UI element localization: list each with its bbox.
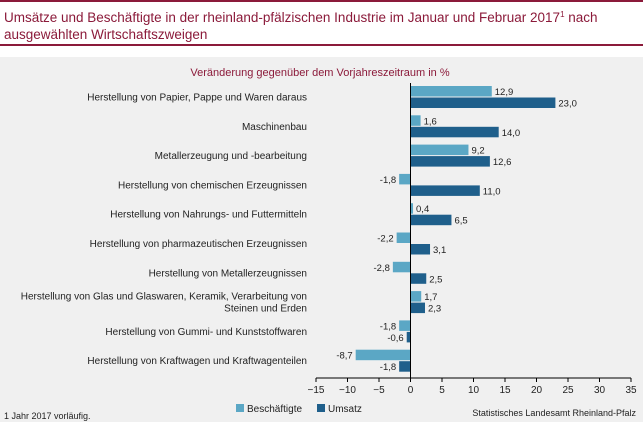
x-tick-label: 15	[499, 385, 511, 396]
data-label: 6,5	[454, 216, 467, 227]
chart-subtitle: Veränderung gegenüber dem Vorjahreszeitr…	[190, 67, 449, 79]
bar-umsatz	[410, 126, 499, 138]
title-main: Umsätze und Beschäftigte in der rheinlan…	[4, 10, 561, 25]
legend-label-umsatz: Umsatz	[328, 404, 362, 415]
data-label: 11,0	[483, 186, 501, 197]
bar-beschaeftigte	[392, 261, 411, 273]
x-tick-label: 0	[408, 385, 414, 396]
x-tick-label: 35	[625, 385, 637, 396]
legend-swatch-umsatz	[317, 404, 325, 412]
data-label: 2,3	[428, 304, 441, 315]
data-label: -1,8	[380, 175, 396, 186]
x-tick-label: −5	[373, 385, 385, 396]
legend-label-beschaeftigte: Beschäftigte	[247, 404, 302, 415]
title-footnote-marker: 1	[560, 10, 565, 19]
data-label: -1,8	[380, 362, 396, 373]
bar-beschaeftigte	[399, 173, 411, 185]
category-label: Maschinenbau	[242, 122, 307, 133]
x-tick-label: 5	[439, 385, 445, 396]
bars-group: 12,9 23,0 1,6 14,0 9,2 12,6 -1,8 11,0 0,4 6,5 -2,2…	[336, 86, 577, 373]
category-label: Herstellung von Metallerzeugnissen	[149, 268, 307, 279]
data-label: 0,4	[416, 204, 429, 215]
category-labels: Herstellung von Papier, Pappe und Waren …	[21, 93, 307, 368]
bar-umsatz	[410, 97, 556, 108]
data-label: 3,1	[433, 245, 446, 256]
data-label: -8,7	[336, 351, 352, 362]
data-label: -1,8	[380, 321, 396, 332]
bar-beschaeftigte	[355, 349, 411, 361]
bar-umsatz	[410, 273, 427, 284]
category-label: Herstellung von Gummi- und Kunststoffwar…	[105, 327, 307, 338]
data-label: -2,8	[373, 263, 389, 274]
x-tick-label: −15	[308, 385, 325, 396]
bar-umsatz	[410, 244, 431, 255]
category-label: Herstellung von Glas und Glaswaren, Kera…	[21, 292, 307, 315]
bar-umsatz	[410, 156, 490, 167]
category-label: Metallerzeugung und -bearbeitung	[155, 151, 307, 162]
bar-umsatz	[410, 185, 480, 196]
data-label: 2,5	[429, 274, 442, 285]
title-rule	[0, 44, 643, 46]
bar-umsatz	[410, 302, 425, 314]
footnote: 1 Jahr 2017 vorläufig.	[4, 411, 91, 421]
x-tick-label: 20	[531, 385, 543, 396]
bar-beschaeftigte	[396, 232, 411, 243]
source-note: Statistisches Landesamt Rheinland-Pfalz	[472, 408, 636, 418]
data-label: 23,0	[558, 99, 577, 110]
x-axis: −15 −10 −5 0 5 10 15 20 25 30 35	[308, 83, 637, 396]
title-tail: nach ausgewählten Wirtschaftszweigen	[4, 10, 598, 42]
top-rule	[0, 0, 643, 2]
data-label: 1,7	[424, 292, 437, 303]
bar-beschaeftigte	[410, 291, 422, 302]
bar-umsatz	[406, 331, 411, 343]
data-label: 12,6	[493, 157, 512, 168]
category-label: Herstellung von Nahrungs- und Futtermitt…	[110, 210, 307, 221]
bar-beschaeftigte	[410, 144, 469, 156]
bar-beschaeftigte	[410, 86, 492, 97]
chart-panel	[0, 57, 643, 422]
bar-beschaeftigte	[410, 115, 421, 126]
bar-beschaeftigte	[410, 203, 414, 214]
x-tick-label: 25	[562, 385, 574, 396]
data-label: 12,9	[495, 87, 514, 98]
legend: Beschäftigte Umsatz	[236, 404, 362, 415]
category-label-line: Herstellung von Glas und Glaswaren, Kera…	[21, 292, 307, 303]
legend-swatch-beschaeftigte	[236, 404, 244, 412]
data-label: -2,2	[377, 234, 393, 245]
category-label: Herstellung von Kraftwagen und Kraftwage…	[87, 356, 307, 367]
x-tick-label: 30	[594, 385, 606, 396]
category-label-line: Steinen und Erden	[224, 304, 307, 315]
x-tick-label: 10	[468, 385, 480, 396]
x-tick-label: −10	[339, 385, 356, 396]
chart-title: Umsätze und Beschäftigte in der rheinlan…	[4, 6, 634, 43]
category-label: Herstellung von chemischen Erzeugnissen	[118, 180, 307, 191]
data-label: 14,0	[502, 128, 521, 139]
category-label: Herstellung von Papier, Pappe und Waren …	[87, 93, 307, 104]
bar-umsatz	[410, 214, 452, 226]
data-label: 9,2	[471, 146, 484, 157]
bar-beschaeftigte	[399, 320, 411, 331]
data-label: -0,6	[387, 333, 403, 344]
bar-umsatz	[399, 361, 411, 372]
data-label: 1,6	[424, 116, 437, 127]
category-label: Herstellung von pharmazeutischen Erzeugn…	[90, 239, 307, 250]
